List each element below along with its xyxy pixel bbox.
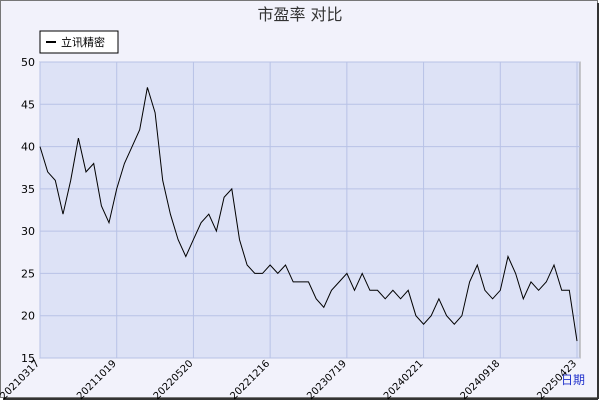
legend-label: 立讯精密 — [61, 35, 105, 49]
data-line — [39, 87, 578, 342]
y-tick-label: 25 — [21, 267, 35, 280]
y-tick-label: 45 — [21, 98, 35, 111]
y-tick-label: 50 — [21, 56, 35, 69]
y-tick-label: 30 — [21, 225, 35, 238]
y-tick-label: 15 — [21, 352, 35, 365]
x-axis-label: 日期 — [561, 373, 585, 387]
y-tick-label: 40 — [21, 141, 35, 154]
y-tick-label: 20 — [21, 310, 35, 323]
legend-box — [39, 30, 119, 54]
plot-area — [39, 61, 581, 359]
y-tick-label: 35 — [21, 183, 35, 196]
chart-title: 市盈率 对比 — [257, 5, 342, 24]
legend: 立讯精密 — [39, 30, 119, 54]
